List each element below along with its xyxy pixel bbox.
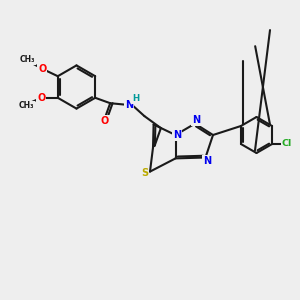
Text: N: N [125, 100, 133, 110]
Text: S: S [141, 168, 148, 178]
Text: H: H [132, 94, 139, 103]
Text: N: N [203, 156, 211, 166]
Text: O: O [37, 93, 45, 103]
Text: CH₃: CH₃ [19, 101, 34, 110]
Text: O: O [101, 116, 109, 126]
Text: O: O [38, 64, 46, 74]
Text: N: N [172, 130, 181, 140]
Text: CH₃: CH₃ [20, 55, 35, 64]
Text: Cl: Cl [282, 140, 292, 148]
Text: N: N [192, 115, 200, 125]
